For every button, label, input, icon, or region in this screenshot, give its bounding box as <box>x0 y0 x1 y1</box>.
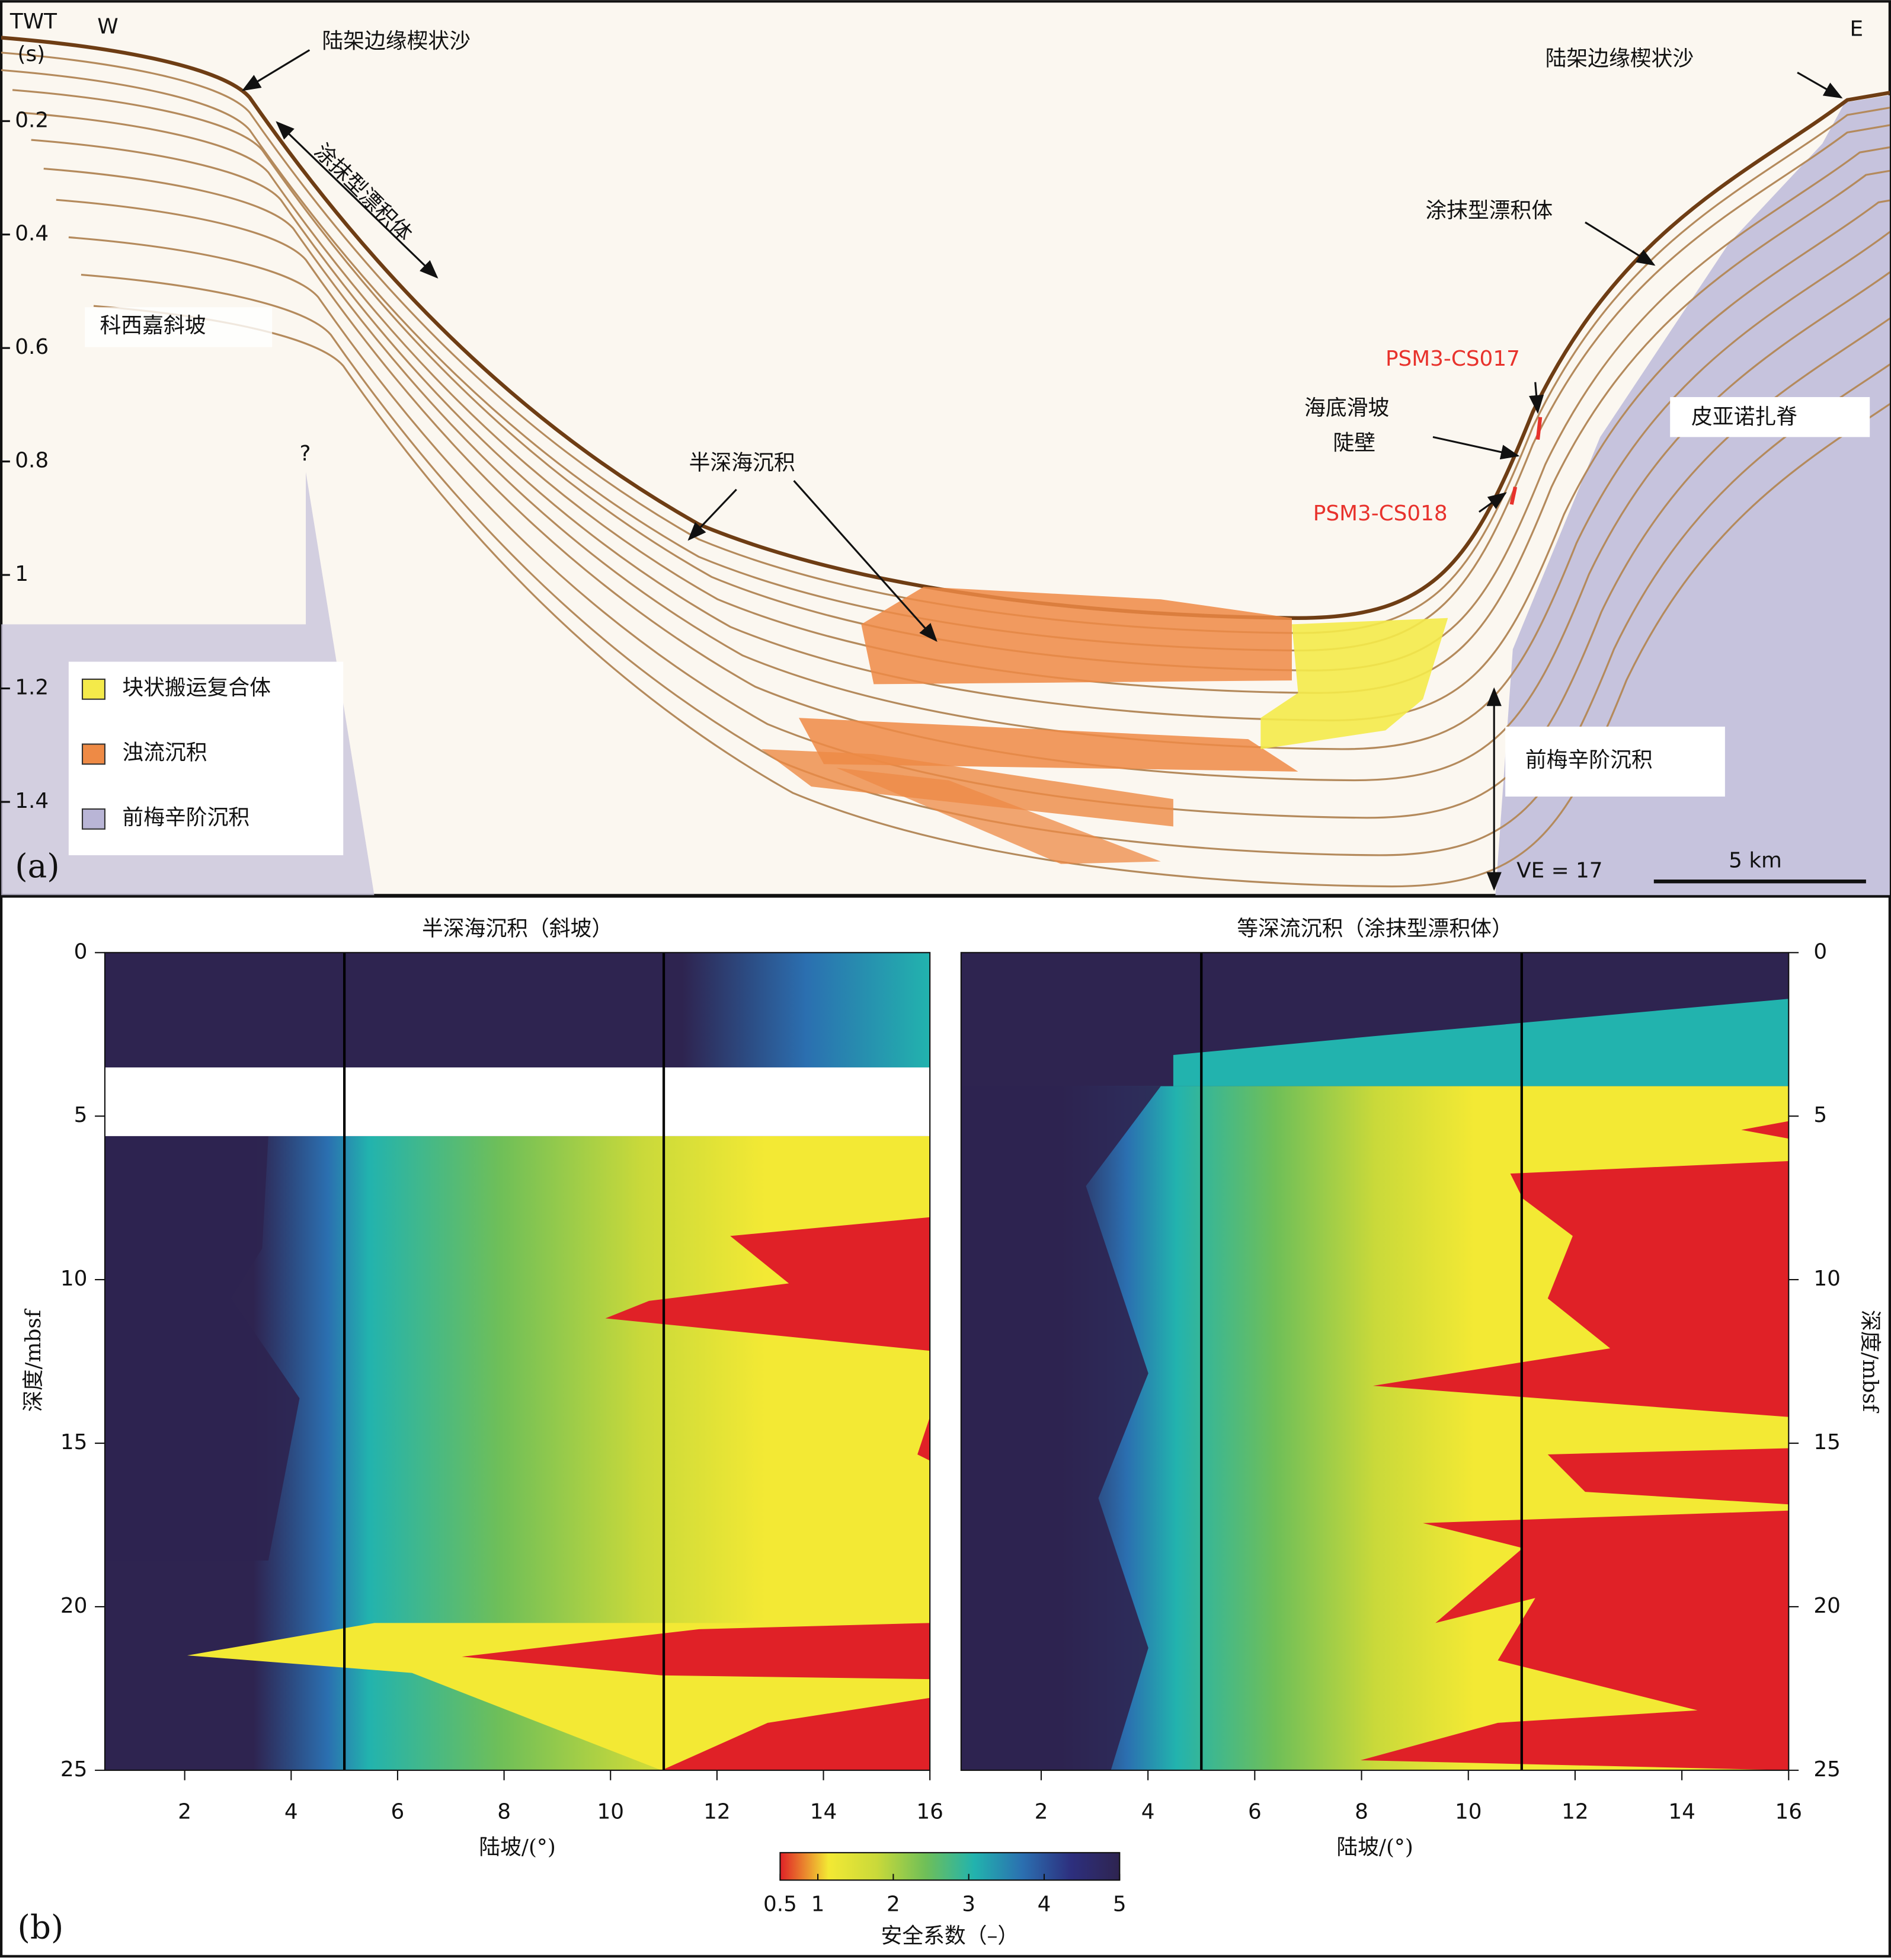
y-tick-label: 0.8 <box>15 449 49 473</box>
arrows <box>242 49 1866 891</box>
colorbar-title: 安全系数（–） <box>881 1924 1019 1948</box>
colorbar-bar <box>779 1852 1121 1881</box>
x-tick-label: 10 <box>597 1799 624 1824</box>
east-label: E <box>1850 17 1863 41</box>
colorbar-tick-label: 2 <box>887 1892 900 1916</box>
y-tick-label: 5 <box>1813 1103 1827 1127</box>
legend-swatch <box>81 808 105 830</box>
legend-swatch <box>81 743 105 765</box>
y-tick-label: 0.6 <box>15 335 49 359</box>
x-tick-label: 6 <box>1248 1799 1262 1824</box>
annotation: 涂抹型漂积体 <box>1425 199 1553 223</box>
x-tick-label: 16 <box>916 1799 943 1824</box>
y-tick-label: 0 <box>74 939 88 964</box>
x-tick-label: 6 <box>391 1799 405 1824</box>
y-tick-label: 5 <box>74 1103 88 1127</box>
y-tick-label: 0 <box>1813 939 1827 964</box>
annotation: 陡壁 <box>1333 431 1375 455</box>
y-tick-label: 25 <box>1813 1757 1841 1782</box>
panel-label: (b) <box>17 1908 63 1946</box>
colorbar-tick-label: 3 <box>962 1892 975 1916</box>
colorbar-tick-label: 5 <box>1113 1892 1127 1916</box>
y-tick-label: 1.2 <box>15 676 49 700</box>
colorbar-tick-label: 1 <box>811 1892 825 1916</box>
x-axis-label: 陆坡/(°) <box>1336 1836 1413 1860</box>
x-tick-label: 2 <box>178 1799 191 1824</box>
y-tick-label: 25 <box>60 1757 88 1782</box>
plot-frame <box>960 952 1790 1771</box>
panel-a: TWT (s) W E 陆架边缘楔状沙 涂抹型漂积体 科西嘉斜坡 ? 半深海沉积… <box>0 0 1891 897</box>
x-tick-label: 2 <box>1035 1799 1048 1824</box>
annotation: 陆架边缘楔状沙 <box>322 29 471 53</box>
y-axis-title: TWT <box>9 9 57 34</box>
x-tick-label: 12 <box>1562 1799 1589 1824</box>
y-tick-label: 1 <box>15 562 28 586</box>
annotation: 陆架边缘楔状沙 <box>1546 46 1694 71</box>
annotation: 皮亚诺扎脊 <box>1691 405 1797 429</box>
y-axis-label: 深度/mbsf <box>21 1308 46 1412</box>
annotation: PSM3-CS017 <box>1386 347 1520 371</box>
x-tick-label: 14 <box>1668 1799 1695 1824</box>
panel-label: (a) <box>15 847 59 885</box>
legend-swatch <box>81 678 105 700</box>
plot-frame <box>104 952 931 1771</box>
x-tick-label: 8 <box>497 1799 511 1824</box>
y-tick-label: 10 <box>1813 1267 1841 1291</box>
y-axis-unit: (s) <box>17 42 45 66</box>
y-tick-label: 20 <box>60 1594 88 1618</box>
legend-label: 前梅辛阶沉积 <box>122 805 249 830</box>
legend-box <box>68 661 344 855</box>
legend-label: 浊流沉积 <box>122 740 207 765</box>
y-tick-label: 15 <box>1813 1430 1841 1454</box>
contour-field-right <box>961 952 1789 1770</box>
annotation: PSM3-CS018 <box>1313 501 1448 526</box>
x-tick-label: 8 <box>1355 1799 1368 1824</box>
annotation: 5 km <box>1729 849 1782 873</box>
y-tick-label: 1.4 <box>15 789 49 813</box>
annotation: VE = 17 <box>1516 858 1602 883</box>
contour-field-left <box>104 952 930 1770</box>
chart-title: 等深流沉积（涂抹型漂积体） <box>1237 916 1512 941</box>
y-axis: 0.2 0.4 0.6 0.8 1 1.2 1.4 <box>0 108 49 813</box>
annotation: ? <box>300 442 311 466</box>
x-tick-label: 16 <box>1775 1799 1803 1824</box>
annotation: 海底滑坡 <box>1304 396 1389 420</box>
y-axis-label: 深度/mbsf <box>1858 1310 1882 1414</box>
x-tick-label: 14 <box>810 1799 837 1824</box>
colorbar-tick-label: 4 <box>1038 1892 1051 1916</box>
colorbar-tick-label: 0.5 <box>763 1892 797 1916</box>
chart-title: 半深海沉积（斜坡） <box>422 916 613 941</box>
x-axis-label: 陆坡/(°) <box>479 1836 555 1860</box>
y-tick-label: 20 <box>1813 1594 1841 1618</box>
x-tick-label: 4 <box>284 1799 298 1824</box>
panel-b: 半深海沉积（斜坡）2 4 6 8 10 12 14 16陆坡/(°)0510152025深度/… <box>0 895 1891 1958</box>
axes: 半深海沉积（斜坡）2 4 6 8 10 12 14 16陆坡/(°)0510152025深度/… <box>21 916 1882 1859</box>
annotation: 半深海沉积 <box>689 451 795 475</box>
y-tick-label: 0.4 <box>15 222 49 246</box>
x-tick-label: 12 <box>703 1799 731 1824</box>
colorbar: 0.5 1 2 3 4 5 安全系数（–） <box>763 1852 1127 1948</box>
y-tick-label: 10 <box>60 1267 88 1291</box>
annotation: 前梅辛阶沉积 <box>1525 748 1653 772</box>
x-tick-label: 4 <box>1141 1799 1155 1824</box>
west-label: W <box>97 15 118 39</box>
y-tick-label: 0.2 <box>15 108 49 132</box>
x-tick-label: 10 <box>1455 1799 1482 1824</box>
y-tick-label: 15 <box>60 1430 88 1454</box>
annotation: 科西嘉斜坡 <box>100 314 206 338</box>
legend-label: 块状搬运复合体 <box>122 676 271 700</box>
